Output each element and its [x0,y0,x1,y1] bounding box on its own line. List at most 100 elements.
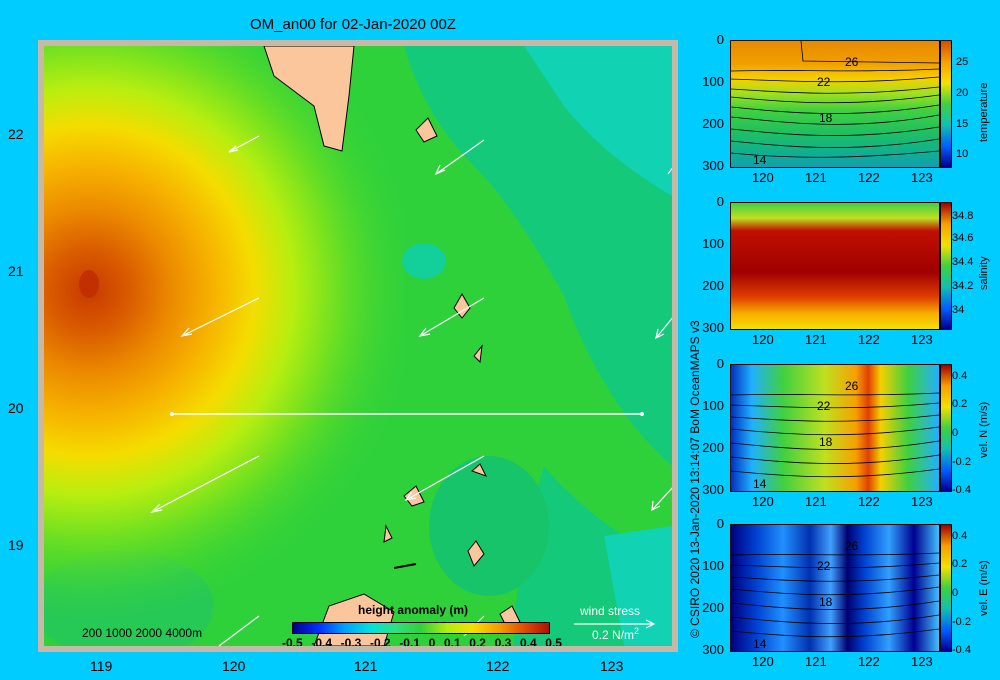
lon-tick: 120 [752,494,774,509]
temperature-colorbar [940,40,952,168]
vel-e-cb-0.4: 0.4 [952,530,968,542]
lon-tick: 121 [805,170,827,185]
lon-label-122: 122 [486,658,510,674]
depth-tick: 300 [702,158,724,173]
salinity-label: salinity [978,256,990,290]
wind-stress-scale: 0.2 N/m2 [592,626,640,642]
lon-tick: 120 [752,332,774,347]
vel-n-cb-0: 0 [952,427,959,439]
height-anomaly-map[interactable]: 200 1000 2000 4000m height anomaly (m) -… [44,46,672,646]
salinity-cb-34: 34 [952,304,965,316]
vel-n-cb--0.2: -0.2 [952,456,971,468]
colorbar-tick: -0.4 [311,636,333,646]
vel-e-contour-22: 22 [817,559,831,573]
vel-e-cb-0.2: 0.2 [952,558,968,570]
colorbar-tick: -0.2 [369,636,391,646]
vel-n-contour-14: 14 [753,477,767,491]
vel-e-cb--0.4: -0.4 [952,644,971,656]
lat-label-22: 22 [8,126,24,142]
lat-label-21: 21 [8,263,24,279]
temperature-cb-25: 25 [956,56,969,68]
lat-label-20: 20 [8,400,24,416]
depth-tick: 200 [702,116,724,131]
map-frame: 200 1000 2000 4000m height anomaly (m) -… [38,40,678,652]
lon-tick: 123 [911,170,933,185]
contour-label-14: 14 [753,153,767,167]
lon-tick: 121 [805,494,827,509]
vel-e-section-panel[interactable]: 26 22 18 14 [730,524,940,652]
wind-stress-label: wind stress [580,604,641,618]
vel-e-cb-0: 0 [952,587,959,599]
contour-label-18: 18 [819,111,833,125]
vel-n-label: vel. N (m/s) [978,401,990,458]
depth-tick: 200 [702,600,724,615]
temperature-cb-20: 20 [956,87,969,99]
vel-n-contour-26: 26 [845,379,859,393]
lon-tick: 122 [858,170,880,185]
lon-label-120: 120 [222,658,246,674]
lon-tick: 123 [911,332,933,347]
lat-label-19: 19 [8,537,24,553]
vel-n-section-panel[interactable]: 26 22 18 14 [730,364,940,492]
colorbar-tick: 0.2 [469,636,486,646]
temperature-contours [731,41,939,158]
salinity-section-panel[interactable] [730,202,940,330]
contour-label-22: 22 [817,75,831,89]
vel-e-contours [731,552,939,638]
depth-tick: 200 [702,278,724,293]
lon-tick: 122 [858,332,880,347]
vel-n-cb-0.2: 0.2 [952,398,968,410]
depth-tick: 100 [702,558,724,573]
vel-e-colorbar [940,524,952,652]
depth-tick: 100 [702,74,724,89]
map-svg [44,46,672,646]
lon-label-123: 123 [600,658,624,674]
salinity-cb-34.8: 34.8 [952,210,974,222]
depth-tick: 300 [702,642,724,657]
temperature-section-panel[interactable]: 26 22 18 14 [730,40,940,168]
colorbar-tick: -0.3 [340,636,362,646]
vel-e-contour-26: 26 [845,539,859,553]
lon-tick: 123 [911,654,933,669]
vel-e-cb--0.2: -0.2 [952,616,971,628]
salinity-cb-34.2: 34.2 [952,280,974,292]
vel-e-contour-14: 14 [753,637,767,651]
depth-tick: 300 [702,320,724,335]
depth-tick: 200 [702,440,724,455]
height-colorbar [292,622,550,634]
colorbar-tick: 0 [428,636,436,646]
vel-n-contour-18: 18 [819,435,833,449]
depth-tick: 0 [716,32,724,47]
lon-tick: 121 [805,332,827,347]
depth-tick: 0 [716,194,724,209]
lon-tick: 120 [752,654,774,669]
lon-tick: 123 [911,494,933,509]
vel-n-cb--0.4: -0.4 [952,484,971,496]
vel-e-contour-18: 18 [819,595,833,609]
lon-label-121: 121 [354,658,378,674]
vel-n-contour-22: 22 [817,399,831,413]
credit-text: © CSIRO 2020 13-Jan-2020 13:14:07 BoM Oc… [688,320,702,638]
vel-e-label: vel. E (m/s) [978,560,990,616]
lon-tick: 122 [858,494,880,509]
vel-n-contours [731,392,939,478]
map-title: OM_an00 for 02-Jan-2020 00Z [250,16,456,33]
depth-tick: 300 [702,482,724,497]
lon-label-119: 119 [90,658,113,674]
depth-tick: 0 [716,516,724,531]
lon-tick: 121 [805,654,827,669]
colorbar-tick: 0.3 [494,636,512,646]
colorbar-tick: -0.5 [282,636,303,646]
lon-tick: 120 [752,170,774,185]
lon-tick: 122 [858,654,880,669]
depth-tick: 100 [702,398,724,413]
colorbar-tick: 0.5 [545,636,562,646]
salinity-cb-34.4: 34.4 [952,256,974,268]
vel-n-cb-0.4: 0.4 [952,370,968,382]
depth-tick: 0 [716,356,724,371]
salinity-cb-34.6: 34.6 [952,232,974,244]
contour-label-26: 26 [845,55,859,69]
colorbar-tick: -0.1 [399,636,420,646]
temperature-cb-15: 15 [956,118,969,130]
vel-n-colorbar [940,364,952,492]
